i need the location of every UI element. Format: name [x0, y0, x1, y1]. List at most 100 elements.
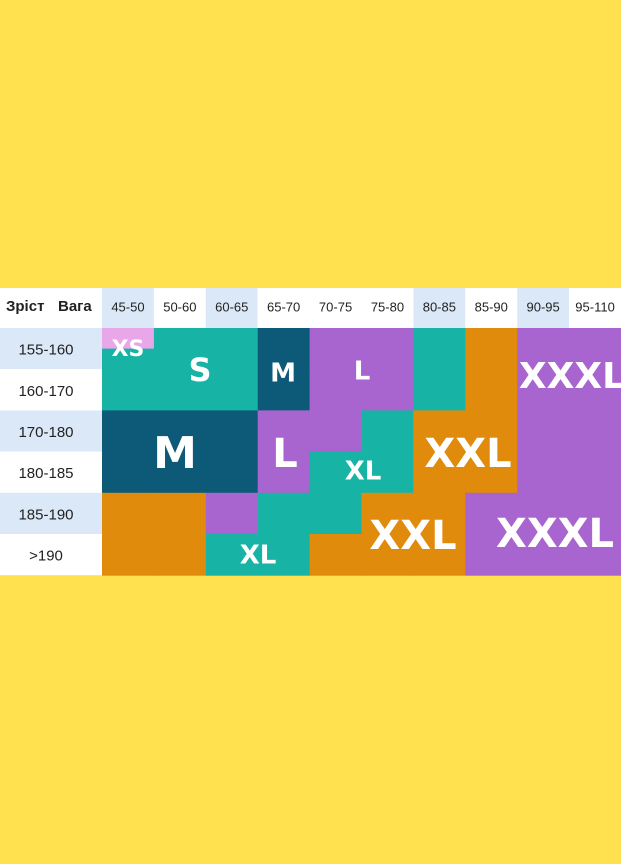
- size-label: XL: [345, 457, 382, 487]
- size-cell: [205, 369, 259, 411]
- size-cell: [153, 369, 207, 411]
- size-cell: [257, 534, 311, 576]
- size-cell: [205, 410, 259, 453]
- size-cell: [413, 451, 466, 494]
- weight-header: 45-50: [111, 299, 144, 314]
- size-label: XL: [240, 541, 277, 571]
- size-cell: [569, 369, 621, 411]
- size-label: XXL: [369, 513, 456, 559]
- size-cell: [102, 369, 155, 411]
- size-cell: [569, 328, 621, 370]
- size-cell: [465, 451, 518, 494]
- weight-header-cell: [361, 288, 414, 328]
- height-label: 180-185: [18, 465, 73, 482]
- size-label: L: [354, 357, 371, 387]
- size-cell: [413, 534, 466, 576]
- size-cell: [517, 451, 570, 494]
- size-cell: [465, 369, 518, 411]
- height-label: 185-190: [18, 506, 73, 523]
- size-cell: [361, 451, 414, 494]
- size-cell: [413, 492, 466, 535]
- weight-header-cell: [309, 288, 362, 328]
- weight-header-cell: [205, 288, 258, 328]
- height-cell: [0, 492, 102, 534]
- size-cell: [205, 534, 259, 576]
- size-label: XS: [112, 337, 145, 362]
- size-cell: [413, 369, 466, 411]
- size-cell: [569, 492, 621, 535]
- size-cell: [309, 492, 362, 535]
- size-label: XXXL: [496, 511, 614, 557]
- size-cell: [361, 410, 414, 453]
- size-cell: [102, 348, 155, 370]
- size-cell: [569, 410, 621, 453]
- weight-header-cell: [517, 288, 570, 328]
- weight-header: 85-90: [475, 299, 508, 314]
- size-cell: [309, 410, 362, 453]
- size-cell: [309, 328, 362, 370]
- weight-header: 70-75: [319, 299, 352, 314]
- size-cell: [153, 328, 207, 370]
- size-cell: [413, 328, 466, 370]
- weight-header: 95-110: [575, 299, 615, 314]
- size-cell: [465, 328, 518, 370]
- height-label: 170-180: [18, 424, 73, 441]
- size-cell: [153, 492, 207, 535]
- weight-header-cell: [257, 288, 310, 328]
- size-cell: [153, 451, 207, 494]
- size-cell: [153, 410, 207, 453]
- size-cell: [465, 410, 518, 453]
- weight-header: 75-80: [371, 299, 404, 314]
- corner-height: Зріст: [6, 298, 44, 315]
- size-cell: [361, 328, 414, 370]
- size-cell: [257, 492, 311, 535]
- size-label: M: [270, 359, 296, 389]
- weight-header-cell: [102, 288, 154, 328]
- size-cell: [309, 451, 362, 494]
- height-label: >190: [29, 548, 63, 565]
- size-cell: [102, 451, 155, 494]
- size-cell: [102, 492, 155, 535]
- size-cell: [569, 451, 621, 494]
- size-label: M: [153, 428, 197, 479]
- size-cell: [569, 534, 621, 576]
- height-label: 155-160: [18, 342, 73, 359]
- size-label: XXXL: [519, 356, 621, 397]
- size-cell: [413, 410, 466, 453]
- height-label: 160-170: [18, 383, 73, 400]
- height-cell: [0, 369, 102, 411]
- size-cell: [205, 492, 259, 535]
- size-cell: [309, 534, 362, 576]
- corner-weight: Вага: [58, 298, 92, 315]
- height-cell: [0, 451, 102, 493]
- weight-header: 60-65: [215, 299, 248, 314]
- size-cell: [361, 534, 414, 576]
- size-cell: [465, 534, 518, 576]
- height-cell: [0, 328, 102, 370]
- size-cell: [257, 328, 311, 370]
- weight-header: 90-95: [527, 299, 560, 314]
- weight-header: 65-70: [267, 299, 300, 314]
- weight-header-cell: [465, 288, 518, 328]
- size-cell: [465, 492, 518, 535]
- size-cell: [517, 369, 570, 411]
- size-label: XXL: [424, 431, 511, 477]
- size-cell: [205, 328, 259, 370]
- size-cell: [153, 534, 207, 576]
- weight-header-cell: [153, 288, 206, 328]
- weight-header: 50-60: [163, 299, 196, 314]
- size-label: S: [188, 351, 211, 389]
- size-cell: [102, 410, 155, 453]
- weight-header-cell: [569, 288, 621, 328]
- size-cell: [205, 451, 259, 494]
- size-cell: [517, 492, 570, 535]
- size-cell: [517, 534, 570, 576]
- size-cell: [257, 451, 311, 494]
- weight-header-cell: [413, 288, 466, 328]
- size-cell: [361, 492, 414, 535]
- size-cell: [257, 410, 311, 453]
- size-cell: [257, 369, 311, 411]
- weight-header: 80-85: [423, 299, 456, 314]
- size-cell: [517, 410, 570, 453]
